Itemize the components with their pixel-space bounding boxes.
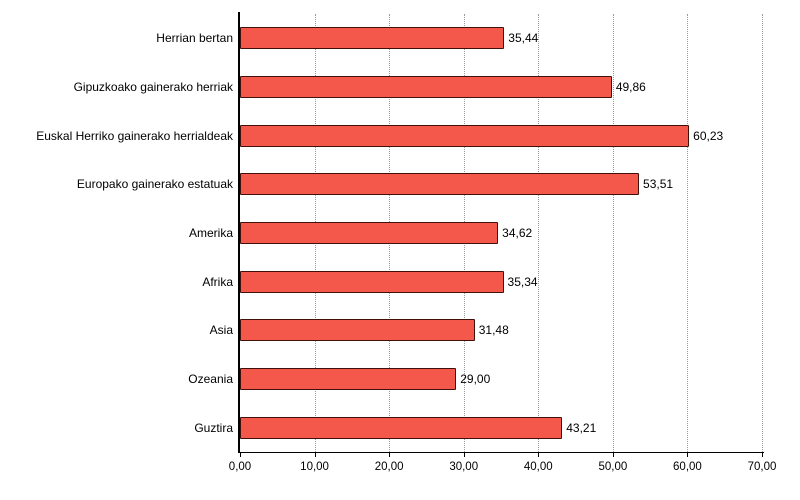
x-axis-tick <box>538 452 540 457</box>
value-label: 53,51 <box>643 177 674 192</box>
x-axis-tick-label: 20,00 <box>374 461 404 473</box>
y-axis-line <box>238 12 240 452</box>
value-label: 35,44 <box>508 31 539 46</box>
x-axis-tick-label: 40,00 <box>523 461 553 473</box>
bar-6 <box>240 270 504 293</box>
category-label: Asia <box>209 323 233 338</box>
x-axis-line <box>238 452 764 453</box>
bar-3 <box>240 124 690 147</box>
bar-8 <box>240 368 457 390</box>
x-axis-tick-label: 10,00 <box>300 461 329 473</box>
value-label: 29,00 <box>460 372 491 386</box>
x-axis-tick <box>612 452 614 457</box>
value-label: 49,86 <box>615 80 646 94</box>
bar-4 <box>240 173 640 196</box>
bar-2 <box>240 76 612 98</box>
bar-7 <box>240 319 475 342</box>
bar-9 <box>240 416 563 439</box>
gridline <box>762 14 763 452</box>
category-label: Gipuzkoako gainerako herriak <box>73 80 233 94</box>
value-label: 34,62 <box>502 226 533 240</box>
bar-1 <box>240 27 505 50</box>
x-axis-tick-label: 70,00 <box>747 461 777 473</box>
gridline <box>612 14 614 452</box>
x-axis-tick-label: 0,00 <box>228 461 252 473</box>
category-label: Euskal Herriko gainerako herrialdeak <box>36 128 233 143</box>
category-label: Ozeania <box>188 372 233 386</box>
x-axis-tick <box>240 452 241 457</box>
x-axis-tick-label: 50,00 <box>598 461 628 473</box>
value-label: 35,34 <box>507 274 538 289</box>
x-axis-tick-label: 60,00 <box>673 461 702 473</box>
bar-5 <box>240 222 499 244</box>
category-label: Herrian bertan <box>156 31 233 46</box>
category-label: Guztira <box>194 420 233 435</box>
category-label: Europako gainerako estatuak <box>76 177 233 192</box>
category-label: Amerika <box>188 226 233 240</box>
x-axis-tick <box>463 452 465 457</box>
gridline <box>687 14 689 452</box>
x-axis-tick <box>762 452 763 457</box>
value-label: 60,23 <box>693 128 724 143</box>
x-axis-tick <box>687 452 689 457</box>
x-axis-tick <box>314 452 316 457</box>
value-label: 43,21 <box>566 420 597 435</box>
value-label: 31,48 <box>478 323 509 338</box>
x-axis-tick <box>389 452 391 457</box>
category-label: Afrika <box>202 274 233 289</box>
x-axis-tick-label: 30,00 <box>449 461 479 473</box>
gridline <box>538 14 540 452</box>
